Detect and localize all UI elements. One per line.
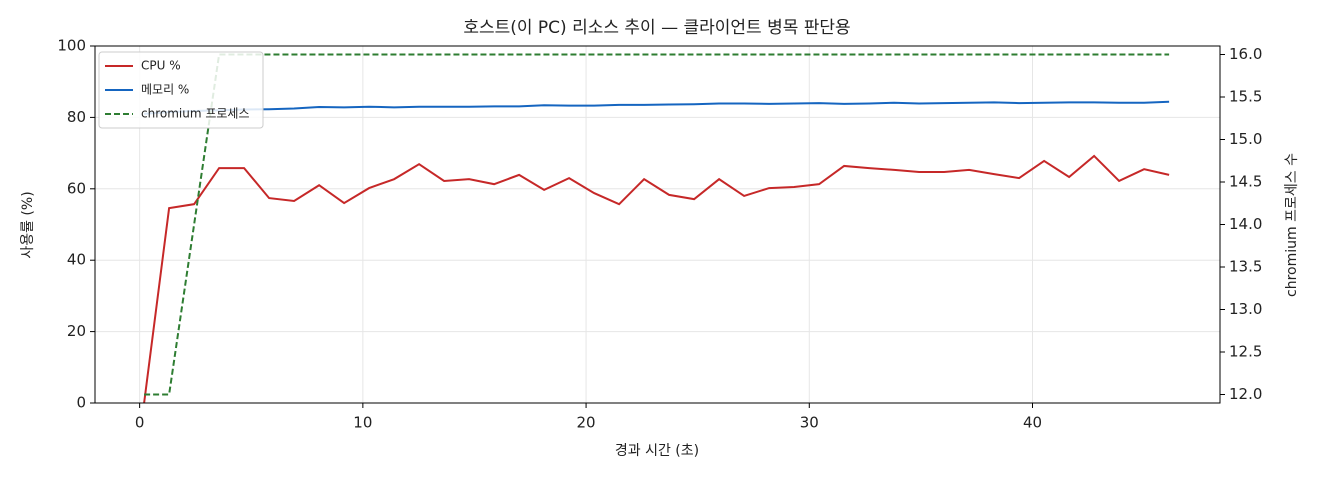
- y-tick-label: 80: [67, 108, 86, 126]
- x-tick-label: 20: [577, 414, 596, 432]
- y2-tick-label: 12.0: [1229, 385, 1262, 403]
- y2-tick-label: 13.5: [1229, 258, 1262, 276]
- y-axis-label: 사용률 (%): [20, 191, 36, 258]
- y2-tick-label: 12.5: [1229, 343, 1262, 361]
- y-tick-label: 40: [67, 251, 86, 269]
- x-tick-label: 40: [1023, 414, 1042, 432]
- x-axis-label: 경과 시간 (초): [615, 443, 699, 459]
- series-line: [143, 154, 1170, 404]
- x-tick-label: 0: [135, 414, 145, 432]
- y2-tick-label: 13.0: [1229, 300, 1262, 318]
- legend-box: [98, 51, 264, 129]
- x-tick-label: 30: [800, 414, 819, 432]
- y2-tick-label: 15.0: [1229, 130, 1262, 148]
- y2-axis-label: chromium 프로세스 수: [1284, 153, 1300, 297]
- y2-tick-label: 16.0: [1229, 45, 1262, 63]
- y-tick-label: 60: [67, 179, 86, 197]
- y2-tick-label: 14.5: [1229, 173, 1262, 191]
- plot-frame: [94, 45, 1221, 404]
- y-tick-label: 0: [76, 394, 86, 412]
- series-line: [144, 100, 1170, 115]
- legend-label: CPU %: [141, 59, 181, 73]
- y2-tick-label: 15.5: [1229, 88, 1262, 106]
- series-line: [144, 53, 1170, 396]
- legend-label: chromium 프로세스: [141, 107, 250, 121]
- chart-title: 호스트(이 PC) 리소스 추이 — 클라이언트 병목 판단용: [463, 18, 850, 38]
- x-tick-label: 10: [353, 414, 372, 432]
- legend-label: 메모리 %: [141, 83, 189, 97]
- y-tick-label: 20: [67, 322, 86, 340]
- y-tick-label: 100: [57, 37, 86, 55]
- y2-tick-label: 14.0: [1229, 215, 1262, 233]
